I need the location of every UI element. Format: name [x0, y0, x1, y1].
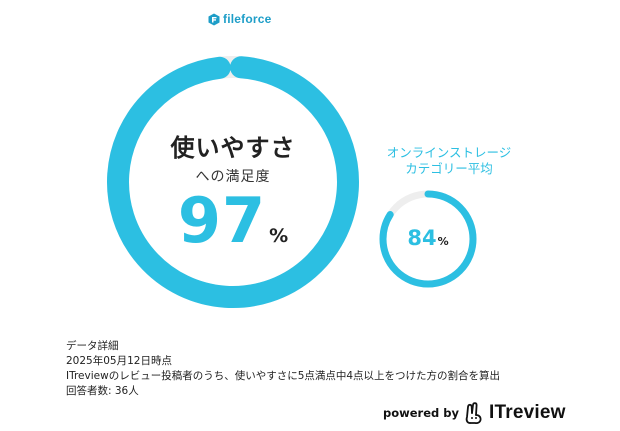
main-ring-progress — [107, 56, 359, 308]
category-average-label-line1: オンラインストレージ — [386, 145, 512, 160]
category-average-label: オンラインストレージ カテゴリー平均 — [364, 145, 534, 177]
category-average-value: 84 — [407, 226, 437, 250]
itreview-brand-text: ITreview — [489, 402, 566, 423]
main-metric-value-group: 97% — [106, 184, 360, 257]
avg-ring-progress — [379, 190, 477, 288]
details-respondents: 回答者数: 36人 — [66, 385, 139, 397]
powered-by-itreview: powered by ITreview — [383, 401, 566, 425]
powered-by-text: powered by — [383, 406, 459, 420]
main-satisfaction-ring — [107, 56, 359, 308]
category-average-value-group: 84% — [376, 226, 480, 250]
data-details: データ詳細 2025年05月12日時点 ITreviewのレビュー投稿者のうち、… — [66, 339, 500, 399]
main-metric-title: 使いやすさ — [170, 134, 296, 162]
itreview-logo-icon — [465, 402, 482, 425]
category-average-label-line2: カテゴリー平均 — [405, 161, 493, 176]
details-heading: データ詳細 — [66, 340, 119, 352]
fileforce-logo: fileforce — [208, 12, 271, 26]
main-metric-unit: % — [269, 225, 289, 247]
main-metric-value: 97 — [177, 184, 267, 257]
category-average-ring — [379, 190, 477, 288]
category-average-unit: % — [437, 235, 449, 248]
details-date: 2025年05月12日時点 — [66, 355, 172, 367]
fileforce-logo-icon — [208, 13, 220, 25]
main-metric-subtitle: への満足度 — [195, 169, 271, 185]
details-description: ITreviewのレビュー投稿者のうち、使いやすさに5点満点中4点以上をつけた方… — [66, 370, 501, 382]
logo-text: fileforce — [223, 12, 272, 26]
